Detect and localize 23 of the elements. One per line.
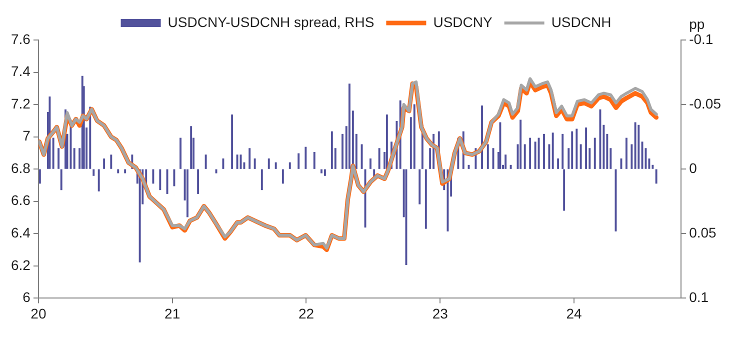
y-tick-label: 7.2: [10, 95, 31, 112]
y2-tick-label: -0.1: [689, 30, 714, 47]
legend-label: USDCNY: [433, 14, 493, 30]
y-tick-label: 6.2: [10, 256, 31, 273]
x-tick-label: 24: [566, 305, 582, 322]
x-tick-label: 21: [164, 305, 180, 322]
y2-tick-label: -0.05: [689, 95, 722, 112]
y-tick-label: 7: [22, 128, 31, 144]
legend-label: USDCNY-USDCNH spread, RHS: [168, 14, 374, 30]
y2-tick-label: 0.1: [689, 289, 709, 306]
y-tick-label: 7.4: [10, 63, 31, 80]
y2-tick-label: 0.05: [689, 224, 717, 241]
y-tick-label: 7.6: [10, 30, 31, 47]
x-tick-label: 22: [298, 305, 314, 322]
y2-axis-title: pp: [689, 16, 705, 32]
y-tick-label: 6.8: [10, 160, 31, 176]
x-tick-label: 23: [432, 305, 448, 322]
y-tick-label: 6: [22, 289, 31, 306]
x-tick-label: 20: [30, 305, 46, 322]
y-tick-label: 6.4: [10, 224, 31, 241]
y2-tick-label: 0: [689, 160, 698, 176]
legend-label: USDCNH: [551, 14, 612, 30]
y-tick-label: 6.6: [10, 192, 31, 208]
